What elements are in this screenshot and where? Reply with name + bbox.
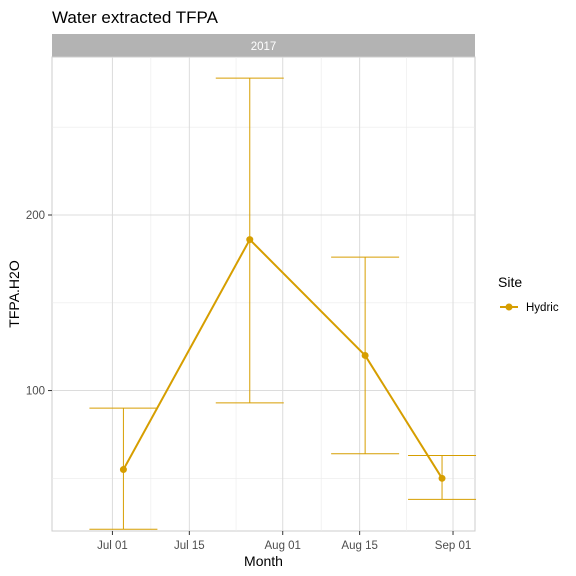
x-tick-label: Aug 01 [265,540,301,552]
facet-strip [52,34,475,57]
data-point [438,474,446,482]
y-tick-label: 200 [26,210,45,222]
plot-panel [51,56,476,532]
data-point [361,351,369,359]
data-layer [89,77,477,530]
legend-entry-hydric: Hydric [526,302,559,314]
y-tick-label: 100 [26,386,45,398]
legend: Site Hydric [498,274,559,314]
x-tick-label: Jul 01 [97,540,128,552]
data-point [119,466,127,474]
x-axis: Jul 01 Jul 15 Aug 01 Aug 15 Sep 01 [97,531,471,552]
facet-label: 2017 [251,41,277,53]
y-axis: 100 200 [26,210,52,398]
x-tick-label: Jul 15 [174,540,205,552]
legend-title: Site [498,274,522,290]
legend-key-point [505,303,513,311]
data-point [246,236,254,244]
x-tick-label: Sep 01 [435,540,471,552]
x-axis-title: Month [244,553,283,569]
x-tick-label: Aug 15 [341,540,377,552]
series-line-hydric [122,238,443,479]
chart-title: Water extracted TFPA [52,8,219,27]
y-axis-title: TFPA.H2O [6,260,22,328]
grid [52,57,475,531]
